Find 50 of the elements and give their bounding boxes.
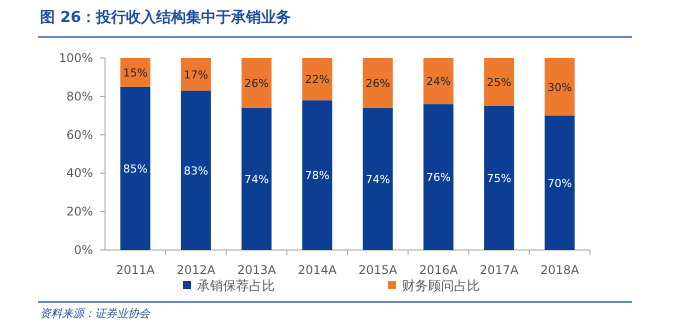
- bar: [544, 58, 575, 116]
- x-tick-label: 2016A: [419, 263, 459, 277]
- x-tick-label: 2015A: [358, 263, 398, 277]
- x-tick-label: 2017A: [480, 263, 520, 277]
- text: 30%: [547, 80, 572, 94]
- text: 24%: [426, 75, 451, 88]
- y-tick-label: 20%: [66, 204, 93, 219]
- bar: [180, 90, 211, 250]
- bar: [242, 58, 272, 108]
- x-tick-label: 2013A: [237, 263, 277, 277]
- text: 26%: [366, 76, 390, 90]
- x-tick-label: 2011A: [116, 263, 156, 277]
- bar: [302, 58, 332, 100]
- text: 70%: [547, 176, 572, 190]
- bar: [484, 58, 514, 106]
- bar: [242, 108, 272, 250]
- text: 17%: [184, 68, 208, 82]
- text: 78%: [304, 169, 330, 182]
- y-tick-label: 80%: [66, 89, 93, 104]
- text: 74%: [366, 172, 390, 186]
- bar: [484, 106, 514, 250]
- bar: [423, 104, 454, 250]
- bar: [362, 58, 393, 108]
- y-tick-label: 100%: [58, 51, 93, 65]
- bar: [544, 116, 575, 250]
- text: 75%: [486, 172, 512, 185]
- bar: [180, 58, 211, 91]
- bar: [302, 100, 332, 250]
- bar: [362, 108, 393, 250]
- x-tick-label: 2014A: [298, 263, 338, 277]
- x-tick-label: 2012A: [176, 263, 216, 277]
- text: 76%: [426, 171, 451, 184]
- text: 15%: [123, 66, 148, 80]
- bar: [120, 86, 150, 250]
- text: 85%: [123, 162, 148, 176]
- text: 22%: [304, 73, 330, 86]
- text: 资料来源：证券业协会: [40, 307, 151, 320]
- text: 74%: [244, 172, 269, 186]
- text: 83%: [184, 164, 208, 178]
- text: 26%: [244, 76, 269, 90]
- y-tick-label: 40%: [66, 166, 93, 180]
- legend-label: 承销保荐占比: [197, 279, 275, 294]
- text: 25%: [486, 76, 512, 89]
- x-tick-label: 2018A: [540, 263, 580, 277]
- chart-title: 图 26：投行收入结构集中于承销业务: [40, 8, 292, 26]
- y-tick-label: 60%: [66, 128, 93, 142]
- bar: [423, 58, 454, 104]
- legend-label: 财务顾问占比: [402, 279, 480, 294]
- bar: [120, 58, 150, 87]
- y-tick-label: 0%: [74, 243, 93, 257]
